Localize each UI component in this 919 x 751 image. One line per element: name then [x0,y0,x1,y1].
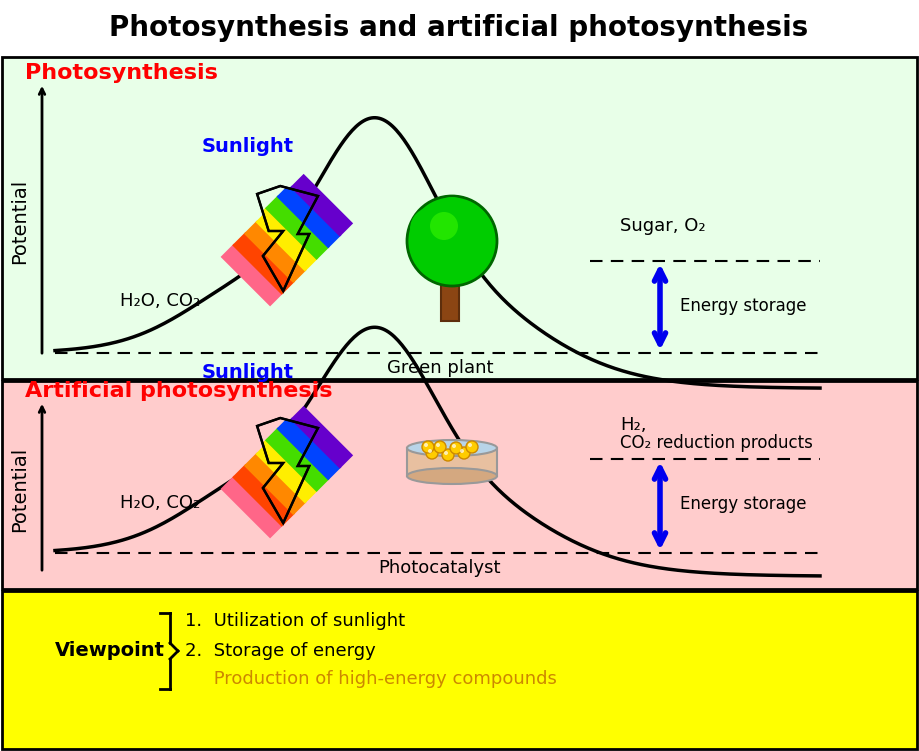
PathPatch shape [219,241,286,309]
Circle shape [442,449,454,461]
Circle shape [460,449,464,453]
Polygon shape [255,441,318,504]
PathPatch shape [242,450,309,517]
PathPatch shape [265,195,332,262]
Text: H₂O, CO₂: H₂O, CO₂ [120,494,200,512]
Text: Green plant: Green plant [387,359,494,377]
PathPatch shape [230,230,297,297]
Text: Sunlight: Sunlight [202,363,294,382]
Text: 1.  Utilization of sunlight: 1. Utilization of sunlight [185,612,405,630]
PathPatch shape [219,473,286,541]
Polygon shape [290,406,353,469]
Circle shape [424,228,460,264]
Text: Energy storage: Energy storage [680,297,807,315]
FancyBboxPatch shape [441,271,459,321]
Circle shape [444,451,448,455]
Text: Sunlight: Sunlight [202,137,294,155]
Text: Potential: Potential [10,446,29,532]
Polygon shape [278,418,342,481]
Circle shape [436,443,440,447]
Circle shape [426,447,438,459]
Text: H₂O, CO₂: H₂O, CO₂ [120,292,200,310]
Polygon shape [255,209,318,272]
Ellipse shape [407,440,497,456]
PathPatch shape [254,439,321,505]
PathPatch shape [265,427,332,494]
Circle shape [422,441,434,453]
Circle shape [430,197,474,241]
PathPatch shape [230,462,297,529]
Circle shape [424,443,428,447]
Polygon shape [221,475,283,538]
Polygon shape [244,452,307,515]
PathPatch shape [289,404,356,471]
Circle shape [466,441,478,453]
Circle shape [458,447,470,459]
PathPatch shape [277,415,344,482]
Polygon shape [267,429,330,492]
FancyBboxPatch shape [2,591,917,749]
Circle shape [407,196,497,286]
Polygon shape [278,185,342,249]
Text: Viewpoint: Viewpoint [55,641,165,660]
FancyBboxPatch shape [2,381,917,589]
Circle shape [450,442,462,454]
Circle shape [468,443,472,447]
Circle shape [430,212,458,240]
FancyBboxPatch shape [2,57,917,379]
PathPatch shape [289,172,356,239]
Text: Photosynthesis and artificial photosynthesis: Photosynthesis and artificial photosynth… [109,14,809,42]
Polygon shape [221,243,283,306]
Text: Potential: Potential [10,179,29,264]
PathPatch shape [254,207,321,273]
Text: 2.  Storage of energy: 2. Storage of energy [185,642,376,660]
Text: CO₂ reduction products: CO₂ reduction products [620,434,813,452]
Text: Photocatalyst: Photocatalyst [379,559,501,577]
Polygon shape [290,173,353,237]
Text: Sugar, O₂: Sugar, O₂ [620,217,706,235]
Polygon shape [233,464,295,526]
Circle shape [410,207,454,251]
Text: Artificial photosynthesis: Artificial photosynthesis [25,381,333,401]
FancyBboxPatch shape [0,0,919,55]
Text: Production of high-energy compounds: Production of high-energy compounds [185,670,557,688]
Ellipse shape [407,468,497,484]
PathPatch shape [277,183,344,250]
Polygon shape [267,197,330,260]
FancyBboxPatch shape [407,448,497,476]
Circle shape [428,449,432,453]
Polygon shape [233,232,295,295]
PathPatch shape [242,219,309,285]
Text: H₂,: H₂, [620,416,646,434]
Circle shape [452,444,456,448]
Text: Photosynthesis: Photosynthesis [25,63,218,83]
Circle shape [448,209,492,253]
Circle shape [446,228,482,264]
Circle shape [434,441,446,453]
Polygon shape [244,220,307,283]
Text: Energy storage: Energy storage [680,495,807,513]
